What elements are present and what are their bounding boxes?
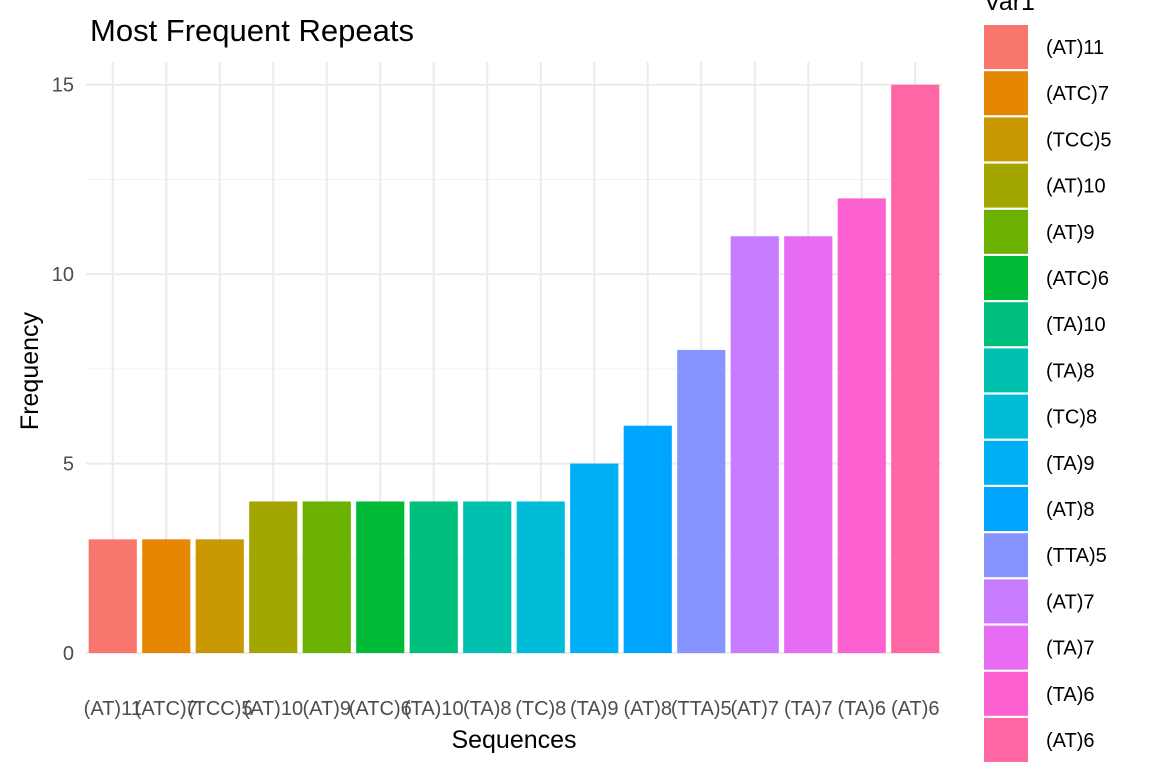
legend-label: (TA)7 <box>1046 638 1095 660</box>
legend-label: (AT)7 <box>1046 591 1095 613</box>
x-tick-label: (TA)6 <box>837 698 886 720</box>
x-tick-label: (AT)10 <box>243 698 303 720</box>
legend-key <box>984 487 1028 531</box>
y-axis-ticks: 0 5 10 15 <box>52 75 74 665</box>
bar <box>409 501 458 653</box>
legend-key <box>984 348 1028 393</box>
bar <box>784 236 833 653</box>
x-axis-ticks: (AT)11(ATC)7(TCC)5(AT)10 (AT)9(ATC)6(TA)1… <box>84 698 940 720</box>
x-tick-label: (TA)10 <box>404 698 464 720</box>
x-tick-label: (TCC)5 <box>187 698 253 720</box>
legend: Var1 (AT)11 (ATC)7 (TCC)5 (AT)10 (AT)9 (ATC)6… <box>984 0 1112 762</box>
legend-key <box>984 394 1028 439</box>
legend-title: Var1 <box>984 0 1035 16</box>
legend-label: (AT)6 <box>1046 730 1095 752</box>
legend-key <box>984 533 1028 578</box>
y-tick-label: 5 <box>63 454 74 476</box>
chart-title: Most Frequent Repeats <box>90 13 414 48</box>
bars <box>88 84 940 653</box>
legend-label: (TA)10 <box>1046 314 1106 336</box>
legend-label: (TCC)5 <box>1046 129 1112 151</box>
bar <box>88 539 137 653</box>
legend-label: (AT)10 <box>1046 176 1106 198</box>
legend-key <box>984 440 1028 485</box>
x-tick-label: (TTA)5 <box>671 698 732 720</box>
legend-label: (TC)8 <box>1046 407 1097 429</box>
bar <box>249 501 298 653</box>
x-tick-label: (AT)9 <box>302 698 351 720</box>
bar <box>837 198 886 653</box>
x-tick-label: (AT)7 <box>730 698 779 720</box>
x-tick-label: (TC)8 <box>515 698 566 720</box>
legend-key <box>984 579 1028 624</box>
bar <box>195 539 244 653</box>
bar <box>730 236 779 653</box>
x-tick-label: (TA)8 <box>463 698 512 720</box>
legend-key <box>984 117 1028 162</box>
legend-label: (AT)9 <box>1046 222 1095 244</box>
legend-label: (TTA)5 <box>1046 545 1107 567</box>
legend-label: (TA)6 <box>1046 684 1095 706</box>
bar <box>463 501 512 653</box>
y-axis-title: Frequency <box>16 311 44 430</box>
legend-key <box>984 718 1028 762</box>
legend-key <box>984 256 1028 300</box>
bar <box>356 501 405 653</box>
legend-key <box>984 163 1028 208</box>
x-axis-title: Sequences <box>451 726 576 754</box>
legend-label: (AT)11 <box>1046 37 1104 59</box>
bar <box>891 84 940 653</box>
legend-label: (TA)9 <box>1046 453 1095 475</box>
legend-key <box>984 302 1028 347</box>
bar <box>677 349 726 653</box>
legend-label: (TA)8 <box>1046 360 1095 382</box>
y-tick-label: 15 <box>52 75 74 97</box>
x-tick-label: (AT)8 <box>623 698 672 720</box>
x-tick-label: (ATC)7 <box>135 698 198 720</box>
legend-key <box>984 209 1028 254</box>
x-tick-label: (TA)9 <box>570 698 619 720</box>
legend-key <box>984 71 1028 116</box>
bar <box>623 425 672 653</box>
bar <box>142 539 191 653</box>
legend-label: (ATC)7 <box>1046 83 1109 105</box>
x-tick-label: (AT)6 <box>891 698 940 720</box>
x-tick-label: (TA)7 <box>784 698 833 720</box>
bar <box>302 501 351 653</box>
legend-key <box>984 671 1028 716</box>
legend-key <box>984 25 1028 69</box>
x-tick-label: (AT)11 <box>84 698 142 720</box>
x-tick-label: (ATC)6 <box>349 698 412 720</box>
bar <box>570 463 619 653</box>
legend-key <box>984 625 1028 670</box>
legend-label: (ATC)6 <box>1046 268 1109 290</box>
legend-label: (AT)8 <box>1046 499 1095 521</box>
y-tick-label: 0 <box>63 643 74 665</box>
bar <box>516 501 565 653</box>
y-tick-label: 10 <box>52 264 74 286</box>
